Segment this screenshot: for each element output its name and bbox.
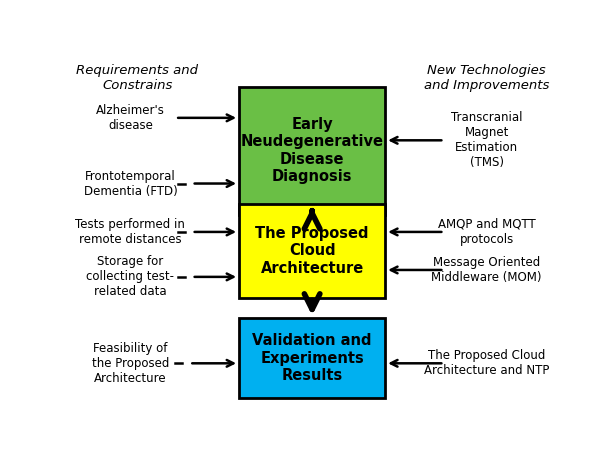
Text: Storage for
collecting test-
related data: Storage for collecting test- related dat… bbox=[86, 255, 174, 299]
FancyBboxPatch shape bbox=[239, 318, 385, 398]
Text: AMQP and MQTT
protocols: AMQP and MQTT protocols bbox=[438, 218, 536, 246]
Text: Requirements and
Constrains: Requirements and Constrains bbox=[77, 64, 199, 92]
Text: Frontotemporal
Dementia (FTD): Frontotemporal Dementia (FTD) bbox=[83, 170, 177, 198]
Text: Alzheimer's
disease: Alzheimer's disease bbox=[96, 104, 165, 132]
FancyBboxPatch shape bbox=[239, 87, 385, 215]
Text: Message Oriented
Middleware (MOM): Message Oriented Middleware (MOM) bbox=[432, 256, 542, 284]
Text: Tests performed in
remote distances: Tests performed in remote distances bbox=[76, 218, 185, 246]
FancyBboxPatch shape bbox=[239, 204, 385, 298]
Text: New Technologies
and Improvements: New Technologies and Improvements bbox=[424, 64, 549, 92]
Text: Validation and
Experiments
Results: Validation and Experiments Results bbox=[252, 333, 372, 383]
Text: The Proposed Cloud
Architecture and NTP: The Proposed Cloud Architecture and NTP bbox=[424, 349, 549, 377]
Text: Early
Neudegenerative
Disease
Diagnosis: Early Neudegenerative Disease Diagnosis bbox=[241, 117, 384, 184]
Text: Feasibility of
the Proposed
Architecture: Feasibility of the Proposed Architecture bbox=[92, 342, 169, 385]
Text: The Proposed
Cloud
Architecture: The Proposed Cloud Architecture bbox=[255, 226, 369, 276]
Text: Transcranial
Magnet
Estimation
(TMS): Transcranial Magnet Estimation (TMS) bbox=[451, 111, 523, 169]
